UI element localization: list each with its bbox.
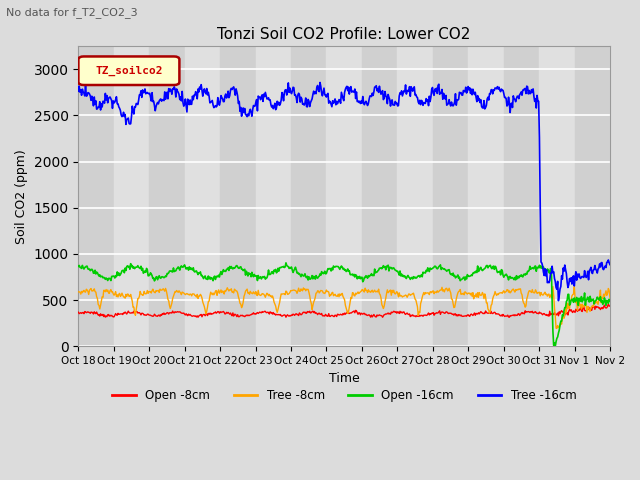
- Open -16cm: [558, 318, 566, 324]
- Open -16cm: [248, 269, 256, 275]
- Bar: [185, 46, 220, 347]
- Y-axis label: Soil CO2 (ppm): Soil CO2 (ppm): [15, 149, 28, 243]
- Bar: [220, 46, 255, 347]
- Bar: [291, 46, 326, 347]
- Tree -16cm: [90, 103, 97, 108]
- Open -8cm: [161, 312, 168, 317]
- Open -16cm: [90, 270, 97, 276]
- Tree -16cm: [161, 89, 168, 95]
- Bar: [539, 46, 575, 347]
- Open -16cm: [282, 260, 290, 266]
- Bar: [575, 46, 610, 347]
- Bar: [468, 46, 504, 347]
- Open -16cm: [606, 298, 614, 304]
- Bar: [433, 46, 468, 347]
- Line: Open -16cm: Open -16cm: [79, 263, 610, 347]
- Line: Open -8cm: Open -8cm: [79, 304, 610, 317]
- Tree -8cm: [522, 303, 530, 309]
- Open -8cm: [75, 309, 83, 315]
- Open -8cm: [606, 303, 614, 309]
- Open -16cm: [161, 274, 168, 280]
- Bar: [326, 46, 362, 347]
- Open -16cm: [216, 271, 224, 276]
- Open -8cm: [379, 314, 387, 320]
- Tree -8cm: [248, 290, 256, 296]
- Tree -16cm: [606, 262, 614, 267]
- Open -8cm: [605, 301, 612, 307]
- Bar: [79, 46, 114, 347]
- Bar: [504, 46, 539, 347]
- Bar: [362, 46, 397, 347]
- Tree -16cm: [316, 80, 324, 85]
- Tree -16cm: [75, 88, 83, 94]
- Open -8cm: [90, 311, 97, 317]
- Legend: Open -8cm, Tree -8cm, Open -16cm, Tree -16cm: Open -8cm, Tree -8cm, Open -16cm, Tree -…: [108, 384, 581, 407]
- Tree -8cm: [216, 289, 224, 295]
- Open -8cm: [523, 309, 531, 314]
- Tree -16cm: [558, 273, 566, 278]
- Text: No data for f_T2_CO2_3: No data for f_T2_CO2_3: [6, 7, 138, 18]
- Open -8cm: [557, 309, 564, 314]
- Tree -8cm: [161, 288, 168, 294]
- Tree -8cm: [570, 284, 578, 289]
- Bar: [149, 46, 185, 347]
- Tree -16cm: [555, 298, 563, 303]
- Bar: [114, 46, 149, 347]
- Tree -16cm: [216, 99, 224, 105]
- Tree -8cm: [557, 319, 564, 325]
- Open -16cm: [552, 344, 559, 349]
- Tree -8cm: [553, 325, 561, 331]
- FancyBboxPatch shape: [79, 57, 179, 85]
- Tree -8cm: [606, 295, 614, 300]
- Line: Tree -16cm: Tree -16cm: [79, 83, 610, 300]
- Open -8cm: [248, 311, 256, 317]
- X-axis label: Time: Time: [329, 372, 360, 384]
- Bar: [397, 46, 433, 347]
- Tree -16cm: [523, 84, 531, 89]
- Tree -8cm: [90, 288, 97, 293]
- Open -16cm: [75, 264, 83, 269]
- Bar: [610, 46, 640, 347]
- Line: Tree -8cm: Tree -8cm: [79, 287, 610, 328]
- Text: TZ_soilco2: TZ_soilco2: [95, 65, 163, 76]
- Title: Tonzi Soil CO2 Profile: Lower CO2: Tonzi Soil CO2 Profile: Lower CO2: [218, 27, 471, 42]
- Open -8cm: [216, 309, 224, 314]
- Open -16cm: [523, 271, 531, 277]
- Bar: [255, 46, 291, 347]
- Tree -8cm: [75, 289, 83, 295]
- Tree -16cm: [248, 113, 256, 119]
